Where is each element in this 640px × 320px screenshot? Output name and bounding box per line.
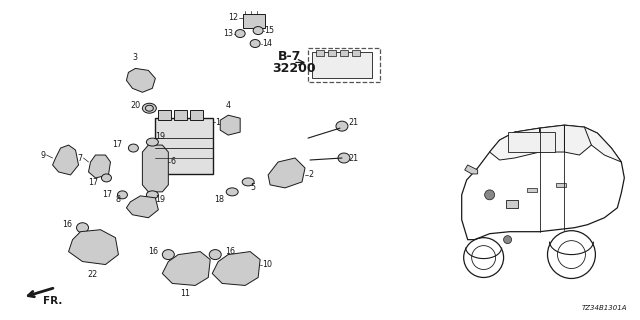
- Ellipse shape: [242, 178, 254, 186]
- Text: 8: 8: [115, 195, 120, 204]
- Text: 7: 7: [77, 154, 83, 163]
- Text: 10: 10: [262, 260, 272, 269]
- Text: 12: 12: [228, 13, 238, 22]
- Bar: [316, 51, 324, 56]
- Bar: [328, 51, 336, 56]
- Ellipse shape: [102, 174, 111, 182]
- Polygon shape: [465, 165, 477, 174]
- Bar: [340, 51, 348, 56]
- Text: 17: 17: [102, 190, 113, 199]
- Text: TZ34B1301A: TZ34B1301A: [582, 305, 627, 311]
- Text: 1: 1: [215, 118, 220, 127]
- Ellipse shape: [484, 190, 495, 200]
- Text: 9: 9: [40, 150, 45, 160]
- Polygon shape: [220, 115, 240, 135]
- Text: 2: 2: [308, 171, 313, 180]
- Polygon shape: [163, 252, 210, 285]
- Text: 14: 14: [262, 39, 272, 48]
- Text: 16: 16: [225, 247, 236, 256]
- Ellipse shape: [336, 121, 348, 131]
- Text: 18: 18: [214, 195, 224, 204]
- Polygon shape: [212, 252, 260, 285]
- Polygon shape: [52, 145, 79, 175]
- Polygon shape: [564, 125, 591, 155]
- Bar: [527, 188, 536, 192]
- Bar: [156, 118, 213, 174]
- Ellipse shape: [142, 103, 156, 113]
- Text: FR.: FR.: [43, 296, 62, 306]
- Text: 16: 16: [63, 220, 72, 229]
- Text: 17: 17: [112, 140, 122, 148]
- Text: 20: 20: [131, 101, 140, 110]
- Ellipse shape: [504, 236, 511, 244]
- Polygon shape: [88, 155, 111, 178]
- Polygon shape: [127, 68, 156, 92]
- Text: 5: 5: [250, 183, 255, 192]
- Polygon shape: [540, 125, 564, 152]
- Text: 17: 17: [88, 179, 99, 188]
- Bar: [352, 51, 360, 56]
- Text: 32200: 32200: [272, 62, 316, 75]
- Polygon shape: [579, 127, 621, 162]
- Bar: [312, 52, 372, 78]
- Bar: [557, 183, 566, 187]
- Ellipse shape: [235, 29, 245, 37]
- Text: B-7: B-7: [278, 50, 301, 63]
- Bar: [243, 14, 265, 28]
- Ellipse shape: [147, 138, 158, 146]
- Text: 4: 4: [226, 101, 230, 110]
- Text: 13: 13: [223, 29, 233, 38]
- Text: 11: 11: [180, 289, 190, 299]
- Ellipse shape: [338, 153, 350, 163]
- Text: 21: 21: [348, 118, 358, 127]
- Ellipse shape: [253, 27, 263, 35]
- Bar: [190, 110, 204, 120]
- Ellipse shape: [77, 223, 88, 233]
- Bar: [158, 110, 172, 120]
- Bar: [508, 132, 556, 152]
- Bar: [506, 200, 518, 208]
- Text: 3: 3: [133, 53, 138, 62]
- Text: 19: 19: [156, 132, 166, 140]
- Text: 22: 22: [88, 269, 98, 278]
- Text: 6: 6: [170, 157, 175, 166]
- Ellipse shape: [147, 191, 158, 199]
- Ellipse shape: [129, 144, 138, 152]
- Ellipse shape: [118, 191, 127, 199]
- Ellipse shape: [250, 40, 260, 47]
- Bar: [174, 110, 188, 120]
- Polygon shape: [490, 128, 540, 160]
- Polygon shape: [127, 196, 158, 218]
- Ellipse shape: [226, 188, 238, 196]
- Polygon shape: [142, 145, 168, 192]
- Ellipse shape: [163, 250, 174, 260]
- Text: 19: 19: [156, 195, 166, 204]
- Polygon shape: [68, 230, 118, 265]
- Polygon shape: [268, 158, 305, 188]
- Text: 21: 21: [348, 154, 358, 163]
- Ellipse shape: [209, 250, 221, 260]
- Text: 15: 15: [264, 26, 275, 35]
- Text: 16: 16: [148, 247, 158, 256]
